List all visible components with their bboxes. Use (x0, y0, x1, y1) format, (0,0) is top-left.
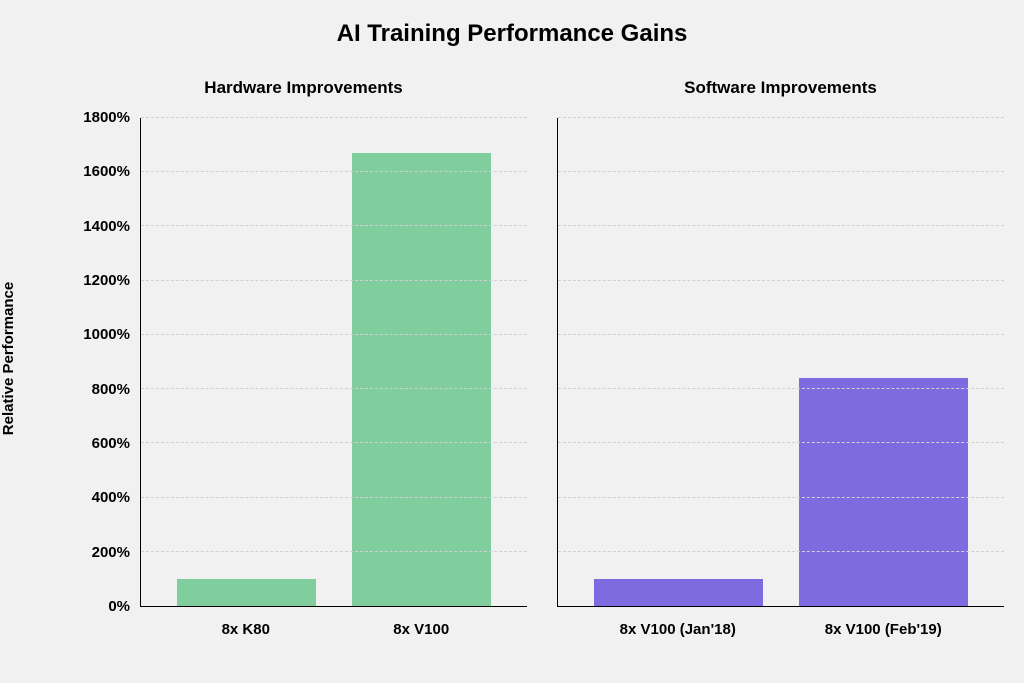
gridline (558, 171, 1004, 172)
gridline (141, 117, 527, 118)
bars-container (141, 118, 527, 606)
plot-wrapper (557, 118, 1004, 607)
x-category-label: 8x V100 (Jan'18) (575, 621, 781, 638)
gridline (141, 225, 527, 226)
charts-row: Relative Performance Hardware Improvemen… (0, 78, 1024, 638)
x-axis: 8x K808x V100 (140, 621, 527, 638)
gridline (141, 551, 527, 552)
y-axis-label-wrap: Relative Performance (0, 78, 24, 638)
gridline (558, 117, 1004, 118)
gridline (558, 442, 1004, 443)
panel-hardware: Hardware Improvements 0%200%400%600%800%… (80, 78, 527, 638)
x-category-label: 8x V100 (Feb'19) (781, 621, 987, 638)
gridline (558, 497, 1004, 498)
gridline (141, 497, 527, 498)
gridline (558, 225, 1004, 226)
panel-title: Software Improvements (557, 78, 1004, 98)
gridline (558, 388, 1004, 389)
x-category-label: 8x K80 (158, 621, 334, 638)
chart-page: AI Training Performance Gains Relative P… (0, 0, 1024, 683)
page-title: AI Training Performance Gains (0, 20, 1024, 48)
gridline (141, 388, 527, 389)
gridline (141, 442, 527, 443)
gridline (141, 334, 527, 335)
bar (352, 153, 491, 606)
gridline (558, 551, 1004, 552)
plot-area (140, 118, 527, 607)
gridline (558, 280, 1004, 281)
gridline (141, 171, 527, 172)
bar (177, 579, 316, 606)
y-axis: 0%200%400%600%800%1000%1200%1400%1600%18… (80, 118, 140, 607)
gridline (558, 334, 1004, 335)
bar (799, 378, 968, 606)
x-category-label: 8x V100 (334, 621, 510, 638)
panel-software: Software Improvements 8x V100 (Jan'18)8x… (557, 78, 1004, 638)
y-axis-label: Relative Performance (1, 281, 18, 434)
x-axis: 8x V100 (Jan'18)8x V100 (Feb'19) (557, 621, 1004, 638)
bars-container (558, 118, 1004, 606)
bar (594, 579, 763, 606)
gridline (141, 280, 527, 281)
plot-wrapper: 0%200%400%600%800%1000%1200%1400%1600%18… (80, 118, 527, 607)
plot-area (557, 118, 1004, 607)
panel-title: Hardware Improvements (80, 78, 527, 98)
